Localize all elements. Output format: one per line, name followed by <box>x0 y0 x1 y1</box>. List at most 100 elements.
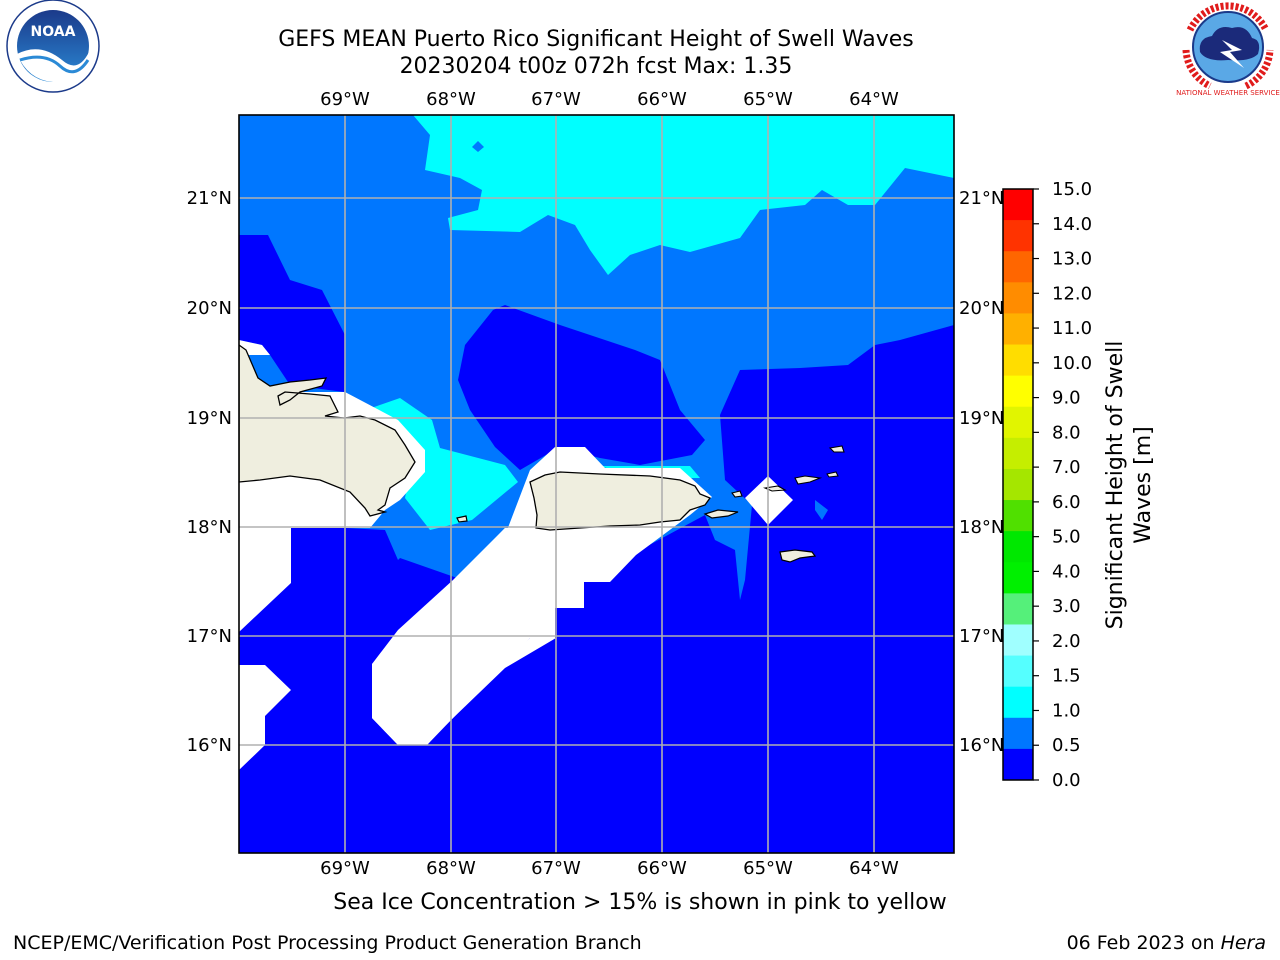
colorbar-tick-label: 3.0 <box>1052 596 1081 617</box>
landmass-mona <box>456 515 468 523</box>
colorbar-tick-label: 15.0 <box>1052 179 1092 200</box>
lon-label-top: 69°W <box>320 89 370 110</box>
colorbar-tick-label: 6.0 <box>1052 492 1081 513</box>
landmass-st-croix <box>779 549 817 563</box>
lat-label-left: 21°N <box>187 188 232 209</box>
colorbar-swatch <box>1003 686 1033 719</box>
colorbar-swatch <box>1003 406 1033 439</box>
colorbar-swatch <box>1003 220 1033 252</box>
colorbar-tick-label: 8.0 <box>1052 422 1081 443</box>
lat-label-right: 20°N <box>959 298 1004 319</box>
lat-label-left: 17°N <box>187 626 232 647</box>
colorbar-tick-label: 13.0 <box>1052 249 1092 270</box>
lon-label-top: 68°W <box>426 89 476 110</box>
colorbar-swatch <box>1003 717 1033 750</box>
lat-label-left: 16°N <box>187 735 232 756</box>
colorbar-tick-label: 2.0 <box>1052 631 1081 652</box>
map-gridlines <box>239 115 954 853</box>
landmass-virgin-islands <box>826 471 839 478</box>
landmass-hispaniola <box>239 344 416 517</box>
swell-band-0.5-1.0 <box>472 141 484 152</box>
landmass-anegada <box>828 445 845 453</box>
colorbar-ticks: 15.0 14.0 13.0 12.0 11.0 10.0 9.0 8.0 7.0 6.0 5.0 4… <box>1033 179 1092 791</box>
lon-label-top: 65°W <box>743 89 793 110</box>
landmass-virgin-islands <box>763 485 787 492</box>
footer-branch: NCEP/EMC/Verification Post Processing Pr… <box>13 932 642 954</box>
nws-logo-text: NATIONAL WEATHER SERVICE <box>1176 89 1280 97</box>
colorbar-swatch <box>1003 500 1033 532</box>
swell-band-0.5-1.0 <box>815 500 828 520</box>
colorbar-tick-label: 10.0 <box>1052 353 1092 374</box>
colorbar <box>1002 188 1034 781</box>
colorbar-tick-label: 12.0 <box>1052 283 1092 304</box>
colorbar-tick-label: 0.5 <box>1052 735 1081 756</box>
lon-label-bottom: 69°W <box>320 858 370 879</box>
colorbar-tick-label: 14.0 <box>1052 214 1092 235</box>
colorbar-swatch <box>1003 344 1033 377</box>
map-area <box>239 115 954 853</box>
colorbar-tick-label: 7.0 <box>1052 457 1081 478</box>
footer-host: Hera <box>1220 932 1266 954</box>
lon-label-top: 66°W <box>637 89 687 110</box>
chart-title: GEFS MEAN Puerto Rico Significant Height… <box>278 27 914 52</box>
noaa-logo: NOAA <box>6 0 100 93</box>
lon-label-top: 67°W <box>531 89 581 110</box>
lon-label-bottom: 65°W <box>743 858 793 879</box>
colorbar-tick-label: 0.0 <box>1052 770 1081 791</box>
colorbar-tick-label: 9.0 <box>1052 388 1081 409</box>
lat-label-right: 18°N <box>959 517 1004 538</box>
colorbar-swatch <box>1003 593 1033 625</box>
colorbar-tick-label: 5.0 <box>1052 527 1081 548</box>
chart-subtitle: 20230204 t00z 072h fcst Max: 1.35 <box>399 54 793 79</box>
noaa-logo-text: NOAA <box>31 24 76 40</box>
colorbar-tick-label: 11.0 <box>1052 318 1092 339</box>
lat-label-left: 18°N <box>187 517 232 538</box>
lat-label-left: 19°N <box>187 408 232 429</box>
landmass-puerto-rico <box>529 471 712 531</box>
lat-label-right: 21°N <box>959 188 1004 209</box>
no-data-region <box>239 665 291 770</box>
colorbar-swatch <box>1003 189 1033 221</box>
colorbar-frame <box>1002 188 1034 781</box>
colorbar-tick-label: 1.0 <box>1052 700 1081 721</box>
lat-label-right: 17°N <box>959 626 1004 647</box>
colorbar-swatch <box>1003 748 1033 781</box>
colorbar-label-line2: Waves [m] <box>1131 426 1156 544</box>
lon-label-bottom: 68°W <box>426 858 476 879</box>
nws-logo: NATIONAL WEATHER SERVICE <box>1176 0 1280 97</box>
lon-axis-labels: 69°W 68°W 67°W 66°W 65°W 64°W 69°W 68°W … <box>320 89 899 879</box>
landmass-vieques <box>703 509 739 519</box>
colorbar-swatch <box>1003 562 1033 594</box>
colorbar-label: Significant Height of Swell Waves [m] <box>1102 275 1158 695</box>
footer-date-text: 06 Feb 2023 on <box>1066 932 1221 954</box>
lon-label-bottom: 67°W <box>531 858 581 879</box>
sea-ice-caption: Sea Ice Concentration > 15% is shown in … <box>333 890 947 915</box>
lon-label-top: 64°W <box>849 89 899 110</box>
colorbar-tick-label: 1.5 <box>1052 666 1081 687</box>
lon-label-bottom: 66°W <box>637 858 687 879</box>
colorbar-swatch <box>1003 313 1033 346</box>
swell-band-1.0-1.5 <box>413 115 954 275</box>
colorbar-swatch <box>1003 437 1033 470</box>
colorbar-swatch <box>1003 375 1033 408</box>
lat-axis-labels: 21°N 20°N 19°N 18°N 17°N 16°N 21°N 20°N … <box>187 188 1005 756</box>
swell-band-0-0.5 <box>458 305 705 470</box>
lon-label-bottom: 64°W <box>849 858 899 879</box>
landmass-culebra <box>731 490 743 498</box>
colorbar-swatch <box>1003 655 1033 688</box>
lat-label-right: 16°N <box>959 735 1004 756</box>
colorbar-swatch <box>1003 251 1033 283</box>
colorbar-swatch <box>1003 468 1033 501</box>
no-data-region <box>745 476 793 525</box>
colorbar-swatch <box>1003 282 1033 314</box>
map-frame <box>238 114 955 854</box>
colorbar-tick-label: 4.0 <box>1052 561 1081 582</box>
colorbar-swatch <box>1003 531 1033 563</box>
footer-date: 06 Feb 2023 on Hera <box>1067 932 1266 954</box>
colorbar-label-line1: Significant Height of Swell <box>1103 340 1128 630</box>
colorbar-swatch <box>1003 624 1033 657</box>
swell-band-0-0.5 <box>239 235 345 392</box>
landmass-virgin-islands <box>794 475 823 485</box>
lat-label-left: 20°N <box>187 298 232 319</box>
